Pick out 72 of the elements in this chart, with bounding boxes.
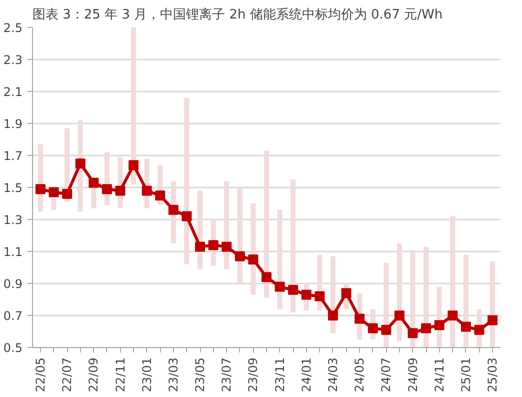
point	[474, 324, 484, 335]
y-tick-label: 2.3	[3, 53, 23, 67]
point	[448, 310, 458, 320]
bar	[450, 216, 456, 348]
x-tick-label: 24/05	[352, 357, 367, 392]
point	[62, 188, 72, 199]
y-tick-label: 1.3	[3, 213, 23, 227]
chart-title: 图表 3：25 年 3 月，中国锂离子 2h 储能系统中标均价为 0.67 元/Wh	[32, 6, 443, 22]
point	[368, 323, 378, 334]
point	[168, 204, 178, 215]
x-tick-label: 24/07	[379, 357, 394, 392]
point	[381, 324, 392, 335]
point	[182, 211, 192, 222]
point	[262, 272, 272, 282]
point	[354, 314, 365, 324]
point	[274, 282, 285, 292]
point	[222, 242, 232, 252]
x-tick-label: 25/01	[458, 357, 473, 392]
point	[434, 320, 444, 330]
x-tick-label: 23/01	[140, 357, 154, 392]
x-tick-label: 23/09	[246, 357, 260, 392]
y-tick-label: 2.1	[3, 85, 23, 99]
y-tick-label: 2.5	[3, 21, 23, 35]
point	[301, 290, 312, 300]
bar	[264, 150, 270, 298]
x-tick-label: 22/11	[113, 357, 128, 392]
x-tick-label: 23/11	[272, 357, 287, 392]
point	[115, 186, 126, 196]
bar	[51, 198, 56, 210]
x-tick-label: 23/03	[166, 357, 180, 392]
x-tick-label: 24/11	[432, 357, 446, 392]
y-tick-label: 0.7	[3, 309, 23, 323]
point	[195, 242, 206, 252]
y-tick-label: 1.1	[3, 245, 23, 259]
y-tick-label: 1.9	[3, 117, 23, 131]
x-tick-label: 25/03	[486, 357, 500, 392]
point	[408, 328, 418, 338]
point	[155, 190, 166, 200]
point	[35, 184, 46, 194]
point	[488, 315, 498, 326]
x-tick-label: 24/03	[326, 357, 340, 392]
y-tick-label: 1.5	[3, 181, 23, 195]
point	[142, 186, 152, 196]
y-tick-label: 0.9	[3, 277, 23, 291]
x-tick-label: 24/01	[299, 357, 314, 392]
bar	[184, 98, 190, 264]
bar	[290, 180, 296, 312]
point	[421, 323, 432, 334]
point	[102, 184, 112, 194]
point	[341, 288, 352, 298]
point	[248, 254, 258, 264]
bar	[131, 28, 136, 184]
y-tick-label: 1.7	[3, 149, 23, 163]
bar	[410, 250, 416, 348]
y-tick-label: 0.5	[3, 341, 23, 355]
point	[288, 284, 298, 295]
x-tick-label: 22/09	[86, 357, 101, 392]
x-tick-label: 23/05	[193, 357, 208, 392]
point	[314, 291, 325, 302]
point	[128, 160, 139, 170]
point	[208, 240, 218, 250]
x-tick-label: 24/09	[406, 357, 420, 392]
point	[48, 187, 59, 198]
point	[75, 158, 86, 168]
point	[234, 251, 245, 262]
point	[394, 310, 404, 320]
x-tick-label: 22/05	[33, 357, 48, 392]
x-tick-label: 23/07	[220, 357, 234, 392]
x-tick-label: 22/07	[60, 357, 74, 392]
point	[460, 322, 471, 332]
point	[328, 310, 338, 320]
point	[88, 178, 99, 188]
